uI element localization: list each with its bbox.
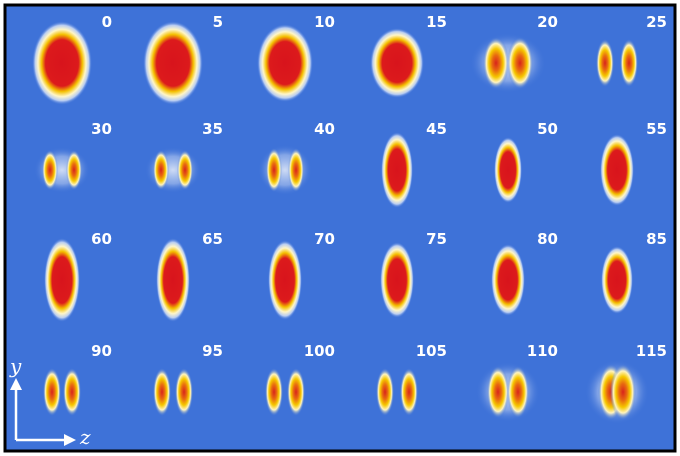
cloud-lobe — [42, 150, 58, 190]
panel-label: 70 — [314, 230, 335, 248]
panel-label: 80 — [537, 230, 558, 248]
z-axis-label: z — [79, 425, 91, 449]
cloud — [268, 240, 302, 320]
cloud — [600, 134, 634, 206]
panel-label: 75 — [426, 230, 447, 248]
cloud — [380, 242, 414, 318]
panel-label: 110 — [527, 342, 558, 360]
panel: 20 — [470, 13, 558, 93]
cloud — [257, 24, 313, 102]
cloud-lobe — [153, 368, 171, 416]
cloud-lobe — [288, 148, 304, 192]
panel-label: 95 — [202, 342, 223, 360]
panel-label: 115 — [636, 342, 667, 360]
panel: 85 — [601, 230, 667, 314]
panel-label: 105 — [416, 342, 447, 360]
panel: 110 — [476, 342, 558, 422]
panel: 35 — [145, 120, 223, 193]
cloud-lobe — [153, 150, 169, 190]
panel: 90 — [43, 342, 112, 416]
panel-label: 20 — [537, 13, 558, 31]
panel-label: 45 — [426, 120, 447, 138]
panel: 80 — [491, 230, 558, 316]
panel: 70 — [268, 230, 335, 320]
cloud-lobe — [43, 368, 61, 416]
panel-label: 30 — [91, 120, 112, 138]
cloud-lobe — [483, 37, 509, 89]
panel: 0 — [32, 13, 112, 105]
panel-label: 0 — [102, 13, 112, 31]
cloud — [491, 244, 525, 316]
panel-label: 40 — [314, 120, 335, 138]
panel: 5 — [143, 13, 223, 105]
panel-label: 15 — [426, 13, 447, 31]
cloud-lobe — [177, 150, 193, 190]
cloud — [44, 238, 80, 322]
z-arrowhead — [64, 434, 76, 446]
cloud-lobe — [266, 148, 282, 192]
frame — [3, 3, 677, 453]
cloud — [381, 132, 413, 208]
cloud-lobe — [376, 368, 394, 416]
cloud-lobe — [63, 368, 81, 416]
panel-label: 35 — [202, 120, 223, 138]
cloud-lobe — [596, 39, 614, 87]
panel-label: 25 — [646, 13, 667, 31]
panel-label: 85 — [646, 230, 667, 248]
cloud — [156, 238, 190, 322]
panel: 40 — [258, 120, 335, 196]
panel-label: 100 — [304, 342, 335, 360]
cloud-lobe — [487, 366, 509, 418]
panel-label: 55 — [646, 120, 667, 138]
panel: 105 — [376, 342, 447, 416]
cloud-lobe — [66, 150, 82, 190]
panel: 60 — [44, 230, 112, 322]
cloud-lobe — [507, 366, 529, 418]
panel: 45 — [381, 120, 447, 208]
cloud-lobe — [620, 39, 638, 87]
panel-label: 90 — [91, 342, 112, 360]
panel: 15 — [370, 13, 447, 98]
cloud-lobe — [175, 368, 193, 416]
cloud — [370, 28, 424, 98]
panel: 25 — [596, 13, 667, 87]
y-arrowhead — [10, 378, 22, 390]
cloud-lobe — [507, 37, 533, 89]
cloud — [143, 21, 203, 105]
panel: 50 — [494, 120, 558, 203]
panel: 10 — [257, 13, 335, 102]
panel: 100 — [265, 342, 335, 416]
panel-label: 5 — [213, 13, 223, 31]
panel-grid: 0 5 10 15 20 25 30 35 40 45 50 55 60 65 70 75 80 85 90 95 10… — [32, 13, 667, 425]
panel-label: 10 — [314, 13, 335, 31]
panel-label: 60 — [91, 230, 112, 248]
panel-label: 65 — [202, 230, 223, 248]
cloud-lobe — [287, 368, 305, 416]
cloud — [601, 246, 633, 314]
cloud — [32, 21, 92, 105]
cloud-lobe — [265, 368, 283, 416]
panel: 65 — [156, 230, 223, 322]
axis-arrows — [10, 378, 76, 446]
panel: 75 — [380, 230, 447, 318]
panel: 30 — [34, 120, 112, 193]
cloud — [494, 137, 522, 203]
cloud-lobe — [610, 364, 636, 420]
y-axis-label: y — [9, 354, 22, 378]
panel: 55 — [600, 120, 667, 206]
panel: 95 — [153, 342, 223, 416]
panel-label: 50 — [537, 120, 558, 138]
cloud-lobe — [400, 368, 418, 416]
panel: 115 — [585, 342, 667, 425]
